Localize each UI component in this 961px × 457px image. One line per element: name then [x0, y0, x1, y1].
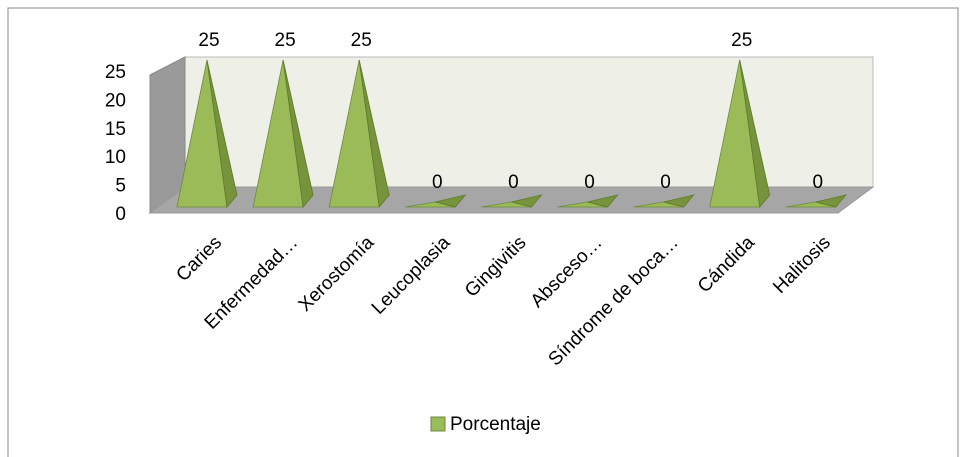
pyramid — [481, 194, 543, 208]
x-tick-label: Absceso… — [527, 232, 607, 312]
value-label: 25 — [351, 30, 372, 51]
y-tick-label: 0 — [115, 204, 126, 225]
legend-label: Porcentaje — [450, 414, 541, 435]
value-label: 0 — [660, 172, 671, 193]
x-tick-label: Halitosis — [769, 232, 835, 298]
value-label: 25 — [198, 30, 219, 51]
pyramid-side — [282, 59, 314, 208]
x-tick-label: Caries — [172, 232, 226, 286]
value-label: 0 — [584, 172, 595, 193]
pyramid — [785, 194, 847, 208]
pyramid-side — [206, 59, 238, 208]
value-label: 25 — [731, 30, 752, 51]
pyramid-side — [511, 194, 543, 208]
y-tick-label: 25 — [105, 62, 126, 83]
pyramid — [328, 59, 390, 208]
pyramid — [557, 194, 619, 208]
x-tick-label: Xerostomía — [295, 232, 379, 316]
legend-swatch — [430, 416, 446, 432]
pyramid — [405, 194, 467, 208]
side-wall — [149, 56, 186, 214]
pyramid-side — [358, 59, 390, 208]
x-tick-label: Leucoplasia — [368, 232, 455, 319]
x-tick-label: Síndrome de boca… — [545, 232, 683, 370]
y-tick-label: 5 — [115, 176, 126, 197]
pyramid-side — [663, 194, 695, 208]
pyramid-side — [739, 59, 771, 208]
pyramid — [252, 59, 314, 208]
pyramid — [633, 194, 695, 208]
x-tick-label: Cándida — [694, 232, 759, 297]
y-tick-label: 20 — [105, 90, 126, 111]
y-tick-label: 10 — [105, 147, 126, 168]
pyramid-side — [435, 194, 467, 208]
value-label: 0 — [432, 172, 443, 193]
pyramid-side — [587, 194, 619, 208]
pyramid-side — [815, 194, 847, 208]
value-label: 0 — [813, 172, 824, 193]
pyramid — [176, 59, 238, 208]
frame — [7, 7, 959, 457]
x-tick-label: Gingivitis — [461, 232, 530, 301]
value-label: 0 — [508, 172, 519, 193]
value-label: 25 — [275, 30, 296, 51]
y-tick-label: 15 — [105, 119, 126, 140]
pyramid — [709, 59, 771, 208]
